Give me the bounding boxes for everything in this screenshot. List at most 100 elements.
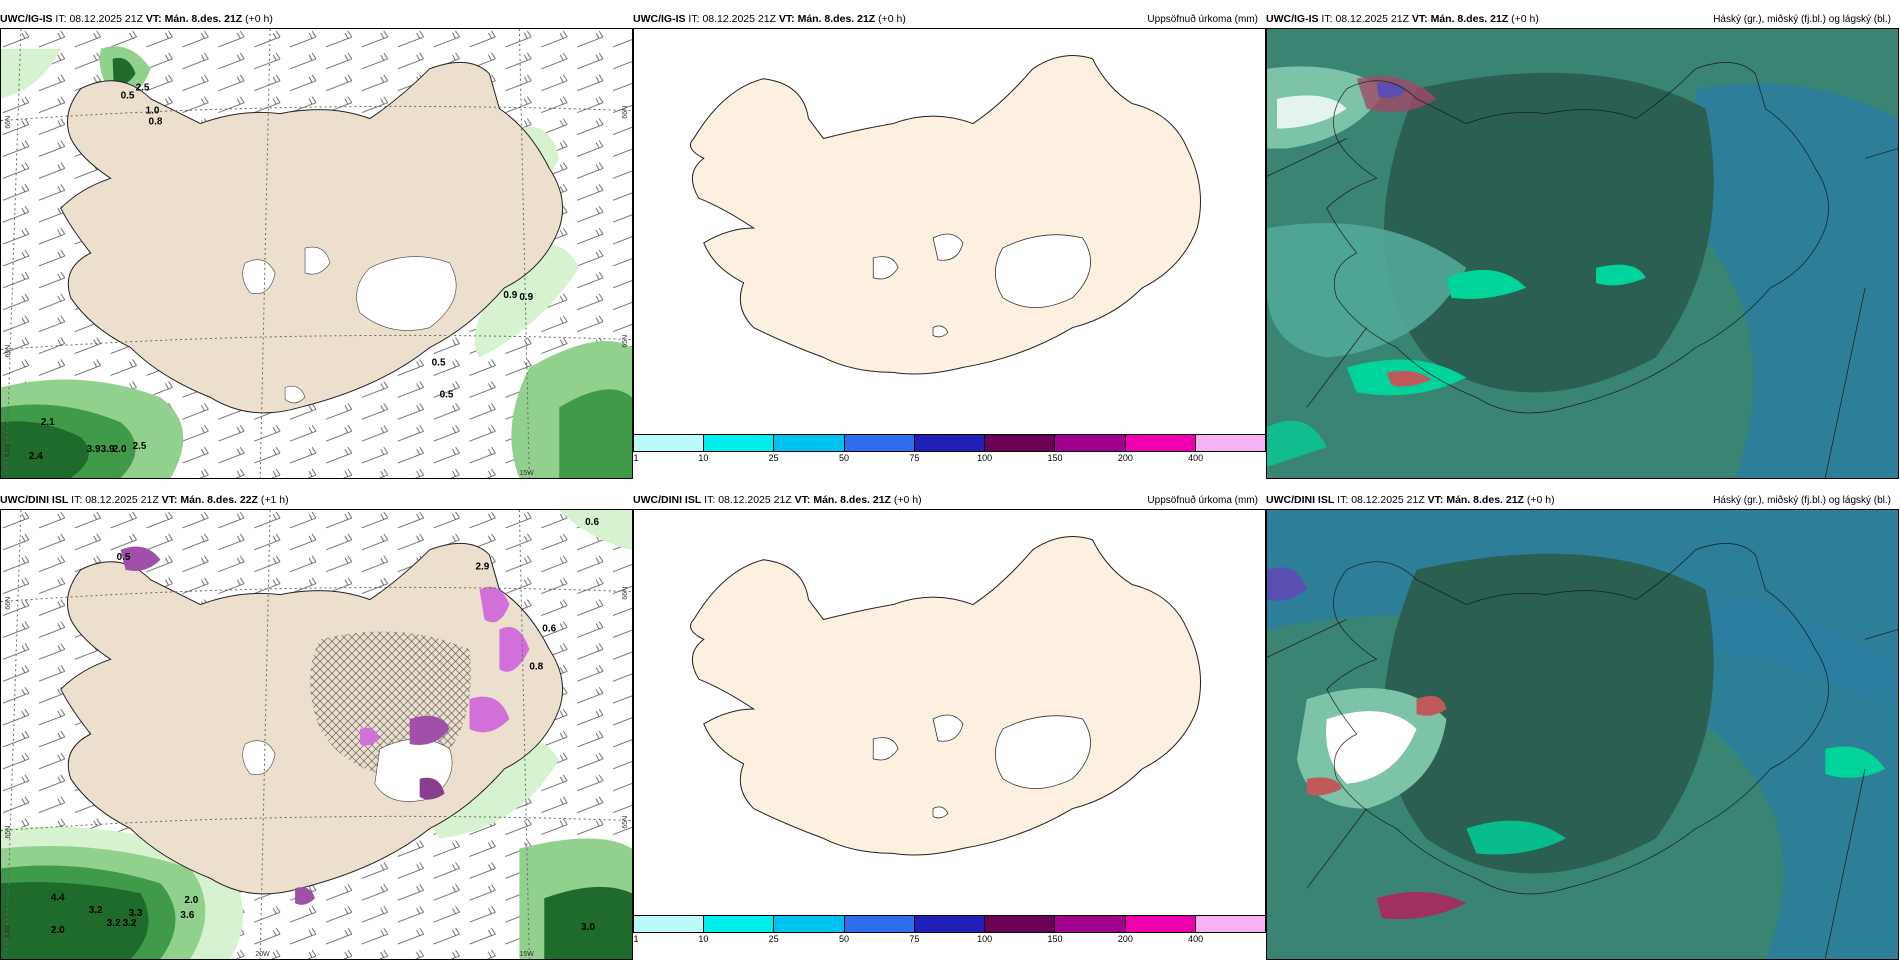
it-label: IT: — [71, 494, 83, 506]
vt-value: Mán. 8.des. 21Z — [797, 13, 876, 25]
vt-value: Mán. 8.des. 22Z — [180, 494, 258, 506]
iceland-outline — [1326, 62, 1829, 414]
field-title: Uppsöfnuð úrkoma (mm) — [1147, 495, 1258, 506]
colorbar-swatch — [774, 435, 845, 451]
colorbar-tick-label: 1 — [633, 934, 639, 944]
precip-wind-map[interactable]: 0.6 0.5 2.9 0.6 0.8 4.4 3.2 3.3 3.2 3.2 … — [0, 509, 633, 960]
colorbar-tick-label: 1 — [633, 453, 639, 463]
panel-header: UWC/IG-IS IT: 08.12.2025 21Z VT: Mán. 8.… — [0, 12, 633, 27]
lon-label: 15W — [519, 470, 534, 477]
colorbar-swatch — [634, 435, 705, 451]
it-label: IT: — [1321, 13, 1333, 25]
value-label: 3.0 — [581, 922, 595, 933]
value-label: 2.0 — [184, 895, 198, 906]
accum-precip-map[interactable] — [633, 28, 1266, 441]
vt-value: Mán. 8.des. 21Z — [813, 494, 891, 506]
lat-label: 64N — [5, 444, 12, 457]
field-title: Háský (gr.), miðský (fj.bl.) og lágský (… — [1713, 495, 1891, 506]
colorbar-swatch — [1125, 916, 1196, 932]
model-name: UWC/IG-IS — [1266, 13, 1319, 25]
value-label: 4.4 — [51, 892, 65, 903]
it-label: IT: — [688, 13, 700, 25]
vt-label: VT: — [1411, 13, 1428, 25]
vt-label: VT: — [778, 13, 795, 25]
it-value: 08.12.2025 21Z — [1335, 13, 1409, 25]
colorbar-swatch — [704, 916, 775, 932]
colorbar-tick-label: 200 — [1117, 934, 1133, 944]
colorbar-tick-label: 10 — [698, 934, 709, 944]
panel-top-right: UWC/IG-IS IT: 08.12.2025 21Z VT: Mán. 8.… — [1266, 12, 1899, 479]
value-label: 2.9 — [475, 562, 489, 573]
accum-precip-map[interactable] — [633, 509, 1266, 922]
colorbar-tick-label: 150 — [1047, 453, 1063, 463]
panel-top-mid: UWC/IG-IS IT: 08.12.2025 21Z VT: Mán. 8.… — [633, 12, 1266, 479]
colorbar-swatch — [774, 916, 845, 932]
colorbar-tick-label: 400 — [1188, 934, 1204, 944]
colorbar-swatch — [1125, 435, 1196, 451]
lat-label: 66N — [622, 587, 629, 600]
colorbar-swatch — [985, 916, 1056, 932]
lat-label: 66N — [622, 106, 629, 119]
colorbar-swatch — [844, 916, 915, 932]
value-label: 2.5 — [136, 83, 150, 94]
vt-label: VT: — [794, 494, 811, 506]
colorbar-tick-label: 150 — [1047, 934, 1063, 944]
panel-header: UWC/IG-IS IT: 08.12.2025 21Z VT: Mán. 8.… — [633, 12, 1266, 27]
value-label: 2.5 — [133, 441, 147, 452]
panel-bottom-right: UWC/DINI ISL IT: 08.12.2025 21Z VT: Mán.… — [1266, 493, 1899, 960]
it-label: IT: — [704, 494, 716, 506]
lead-time: (+0 h) — [878, 13, 906, 25]
precip-wind-map[interactable]: 0.5 2.5 1.0 0.8 0.9 0.9 0.5 0.5 2.1 2.4 … — [0, 28, 633, 479]
value-label: 3.6 — [180, 910, 194, 921]
vt-label: VT: — [161, 494, 178, 506]
lat-label: 65N — [5, 345, 12, 358]
lat-label: 66N — [5, 116, 12, 129]
value-label: 3.2 — [89, 905, 103, 916]
panel-bottom-mid: UWC/DINI ISL IT: 08.12.2025 21Z VT: Mán.… — [633, 493, 1266, 960]
value-label: 0.6 — [542, 623, 556, 634]
value-label: 0.5 — [121, 91, 135, 102]
value-label: 0.5 — [117, 552, 131, 563]
lead-time: (+0 h) — [893, 494, 922, 506]
colorbar-tick-label: 25 — [768, 453, 779, 463]
field-title: Uppsöfnuð úrkoma (mm) — [1147, 14, 1258, 25]
value-label: 0.6 — [585, 517, 599, 528]
panel-header: UWC/DINI ISL IT: 08.12.2025 21Z VT: Mán.… — [633, 493, 1266, 508]
model-name: UWC/IG-IS — [0, 13, 53, 25]
cloud-cover-map[interactable] — [1266, 509, 1899, 960]
value-label: 3.9 — [87, 444, 101, 455]
field-title: Háský (gr.), miðský (fj.bl.) og lágský (… — [1713, 14, 1891, 25]
value-label: 3.2 — [123, 918, 137, 929]
model-name: UWC/DINI ISL — [1266, 494, 1335, 506]
colorbar-swatch — [1055, 435, 1126, 451]
colorbar-swatch — [704, 435, 775, 451]
lon-label: 20W — [255, 951, 270, 958]
panel-header: UWC/DINI ISL IT: 08.12.2025 21Z VT: Mán.… — [0, 493, 633, 508]
model-name: UWC/DINI ISL — [633, 494, 702, 506]
it-value: 08.12.2025 21Z — [1351, 494, 1425, 506]
value-label: 0.8 — [149, 117, 163, 128]
value-label: 0.9 — [519, 292, 533, 303]
value-label: 3.2 — [107, 918, 121, 929]
colorbar-swatch — [634, 916, 705, 932]
value-label: 2.4 — [29, 451, 43, 462]
lat-label: 65N — [622, 335, 629, 348]
it-label: IT: — [55, 13, 67, 25]
cloud-cover-map[interactable] — [1266, 28, 1899, 479]
value-label: 3.3 — [129, 908, 143, 919]
model-name: UWC/IG-IS — [633, 13, 686, 25]
colorbar-tick-label: 400 — [1188, 453, 1204, 463]
colorbar-tick-label: 50 — [838, 453, 850, 463]
precip-colorbar: 1 10 25 50 75 100 150 200 400 — [633, 915, 1266, 947]
vt-value: Mán. 8.des. 21Z — [1446, 494, 1524, 506]
value-label: 0.5 — [432, 358, 446, 369]
iceland-outline — [1326, 543, 1829, 895]
value-label: 2.0 — [51, 925, 65, 936]
precip-colorbar: 1 10 25 50 75 100 150 200 400 — [633, 434, 1266, 466]
lat-label: 65N — [5, 826, 12, 839]
vt-value: Mán. 8.des. 21Z — [164, 13, 243, 25]
colorbar-tick-label: 100 — [977, 453, 993, 463]
value-label: 0.8 — [529, 661, 543, 672]
value-label: 3.9 — [101, 444, 115, 455]
it-value: 08.12.2025 21Z — [85, 494, 159, 506]
